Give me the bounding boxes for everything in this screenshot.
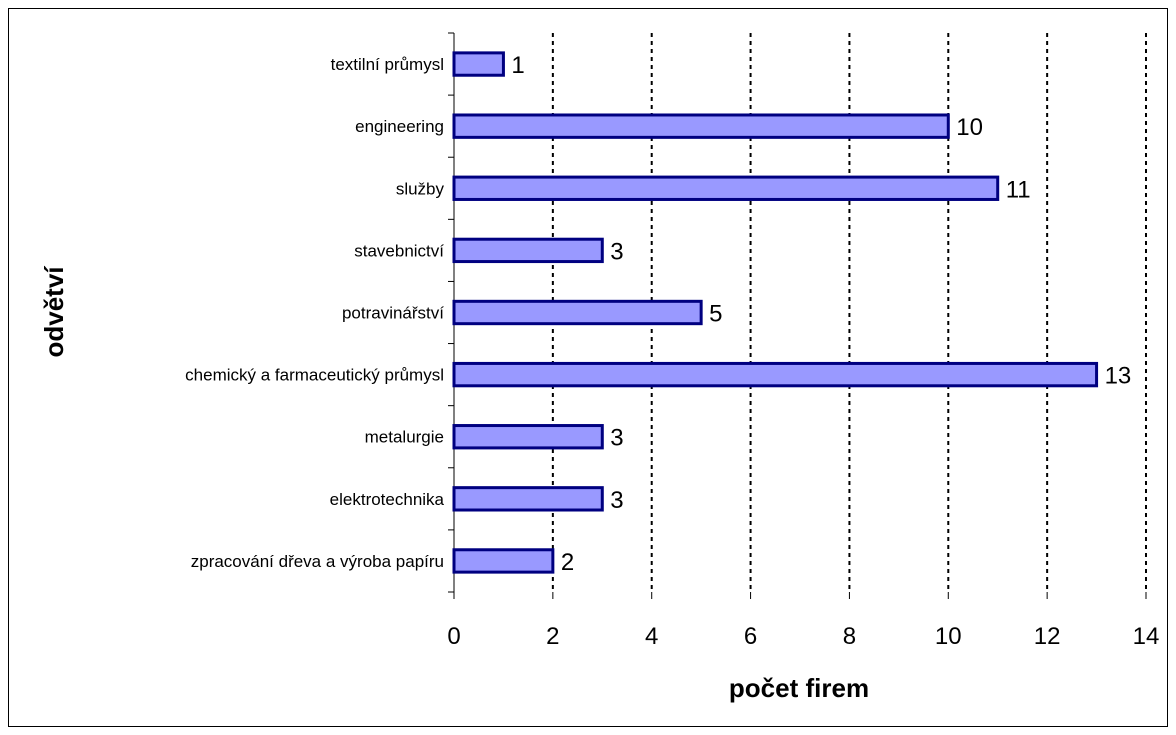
- category-label: zpracování dřeva a výroba papíru: [191, 552, 444, 571]
- bar: [452, 299, 703, 326]
- x-axis-title: počet firem: [729, 673, 869, 703]
- bar: [452, 361, 1099, 388]
- x-tick-label: 2: [546, 623, 559, 650]
- category-label: textilní průmysl: [331, 55, 444, 74]
- x-tick-label: 12: [1034, 623, 1061, 650]
- x-tick-label: 8: [843, 623, 856, 650]
- category-label: chemický a farmaceutický průmysl: [185, 366, 444, 385]
- category-label: stavebnictví: [354, 241, 444, 260]
- y-axis-title: odvětví: [39, 266, 69, 358]
- x-tick-label: 0: [447, 623, 460, 650]
- category-label: engineering: [355, 117, 444, 136]
- data-label: 1: [511, 52, 524, 79]
- data-label: 2: [561, 549, 574, 576]
- x-tick-label: 10: [935, 623, 962, 650]
- category-label: elektrotechnika: [330, 490, 445, 509]
- data-label: 11: [1006, 176, 1031, 203]
- data-label: 3: [610, 425, 623, 452]
- bar: [452, 548, 555, 574]
- x-tick-label: 6: [744, 623, 757, 650]
- bar: [452, 113, 950, 139]
- category-label: potravinářství: [342, 304, 444, 323]
- data-label: 5: [709, 301, 722, 328]
- bar: [452, 237, 604, 264]
- bar: [452, 486, 604, 512]
- x-tick-label: 14: [1133, 623, 1160, 650]
- bar: [452, 51, 505, 77]
- data-label: 3: [610, 487, 623, 514]
- bars: [452, 51, 1099, 574]
- bar: [452, 424, 604, 450]
- category-label: služby: [396, 179, 445, 198]
- data-label: 3: [610, 238, 623, 265]
- category-label: metalurgie: [365, 428, 444, 447]
- data-label: 10: [956, 114, 983, 141]
- x-tick-label: 4: [645, 623, 658, 650]
- bar: [452, 175, 1000, 201]
- data-label: 13: [1105, 363, 1132, 390]
